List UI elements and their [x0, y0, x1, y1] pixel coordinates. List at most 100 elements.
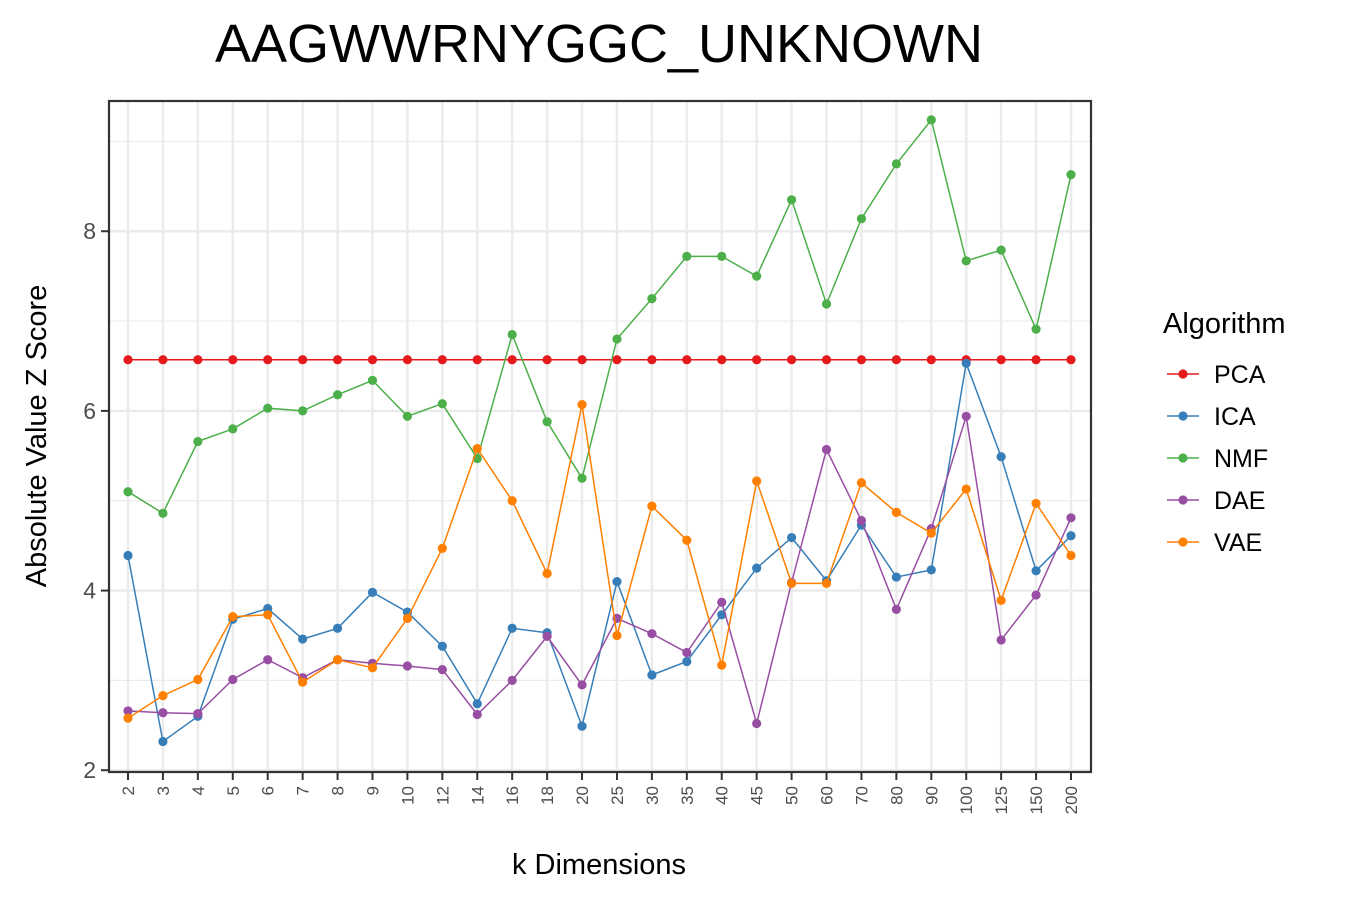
x-tick-label: 25	[608, 786, 627, 805]
data-point-dae	[891, 604, 901, 615]
data-point-ica	[367, 587, 378, 597]
data-point-dae	[647, 629, 657, 639]
legend-marker-dae	[1178, 495, 1188, 505]
legend-marker-vae	[1178, 537, 1188, 547]
data-point-pca	[996, 355, 1006, 365]
legend-label-nmf: NMF	[1214, 445, 1268, 473]
data-point-vae	[123, 713, 133, 723]
data-point-vae	[786, 578, 797, 588]
series-nmf	[123, 115, 1076, 518]
legend-marker-pca	[1178, 369, 1188, 379]
plot-background	[109, 101, 1091, 772]
data-point-dae	[437, 664, 447, 675]
data-point-nmf	[332, 390, 343, 400]
data-point-nmf	[717, 251, 727, 261]
data-point-dae	[542, 631, 552, 641]
x-tick-label: 3	[154, 786, 173, 795]
x-tick-label: 90	[922, 786, 941, 805]
data-point-ica	[507, 623, 517, 633]
data-point-dae	[717, 597, 727, 607]
data-point-dae	[228, 674, 238, 685]
x-tick-label: 10	[398, 786, 417, 805]
data-point-ica	[437, 641, 447, 651]
data-point-nmf	[647, 294, 657, 304]
data-point-nmf	[891, 159, 901, 169]
data-point-ica	[332, 623, 343, 633]
chart-title: AAGWWRNYGGC_UNKNOWN	[215, 14, 983, 74]
data-point-dae	[123, 706, 133, 716]
data-point-nmf	[367, 375, 378, 385]
data-point-nmf	[961, 256, 971, 266]
data-point-pca	[402, 355, 413, 365]
data-point-nmf	[786, 195, 797, 205]
data-point-nmf	[682, 251, 692, 261]
data-point-pca	[158, 355, 168, 365]
x-tick-label: 16	[503, 786, 522, 805]
data-point-nmf	[996, 245, 1006, 255]
x-tick-label: 9	[363, 786, 382, 795]
data-point-vae	[961, 484, 971, 494]
legend-item-ica: ICA	[1167, 403, 1256, 431]
data-point-dae	[263, 655, 273, 665]
x-tick-label: 18	[538, 786, 557, 805]
data-point-dae	[402, 661, 413, 671]
data-point-vae	[856, 478, 867, 488]
data-point-nmf	[298, 406, 308, 416]
data-point-nmf	[123, 487, 133, 497]
data-point-vae	[228, 612, 238, 622]
data-point-vae	[717, 660, 727, 670]
data-point-vae	[821, 578, 832, 588]
data-point-pca	[228, 355, 238, 365]
data-point-dae	[856, 515, 867, 526]
data-point-pca	[891, 355, 901, 365]
y-tick-label: 2	[83, 757, 96, 783]
data-point-vae	[891, 507, 901, 518]
legend-label-pca: PCA	[1214, 361, 1266, 389]
data-point-vae	[298, 677, 308, 687]
x-tick-label: 50	[783, 786, 802, 805]
data-point-ica	[158, 736, 168, 747]
data-point-vae	[647, 501, 657, 511]
data-point-nmf	[1066, 170, 1076, 180]
series-line-vae	[127, 404, 1072, 719]
data-point-vae	[682, 535, 692, 545]
data-point-vae	[1031, 498, 1041, 509]
y-axis: 2 4 6 8	[83, 218, 109, 783]
data-point-pca	[507, 355, 517, 365]
data-point-dae	[996, 635, 1006, 645]
data-point-dae	[507, 675, 517, 685]
data-point-pca	[437, 355, 447, 365]
legend-marker-ica	[1178, 411, 1188, 421]
data-point-ica	[123, 550, 133, 561]
data-point-dae	[1031, 590, 1041, 600]
legend-item-nmf: NMF	[1167, 445, 1268, 473]
data-point-ica	[1031, 566, 1041, 576]
data-point-pca	[682, 355, 692, 365]
grid-lines	[109, 101, 1091, 772]
x-tick-label: 35	[678, 786, 697, 805]
x-tick-label: 2	[119, 786, 138, 795]
data-point-ica	[926, 565, 936, 575]
x-tick-label: 60	[818, 786, 837, 805]
x-tick-label: 5	[224, 786, 243, 795]
data-point-ica	[752, 563, 762, 573]
data-point-vae	[193, 674, 203, 685]
data-point-vae	[472, 444, 482, 454]
x-tick-label: 100	[957, 786, 976, 814]
data-point-ica	[682, 656, 692, 667]
data-point-vae	[158, 691, 168, 701]
legend-label-dae: DAE	[1214, 487, 1265, 515]
x-tick-label: 70	[852, 786, 871, 805]
series-vae	[123, 400, 1076, 723]
data-point-dae	[682, 647, 692, 658]
data-point-ica	[577, 721, 587, 731]
data-point-pca	[577, 355, 587, 365]
data-point-vae	[263, 610, 273, 620]
y-tick-label: 6	[83, 398, 96, 424]
data-point-ica	[472, 699, 482, 709]
data-point-pca	[1031, 355, 1041, 365]
x-tick-label: 200	[1062, 786, 1081, 814]
data-point-pca	[472, 355, 482, 365]
data-point-nmf	[577, 473, 587, 483]
data-point-nmf	[158, 508, 168, 518]
